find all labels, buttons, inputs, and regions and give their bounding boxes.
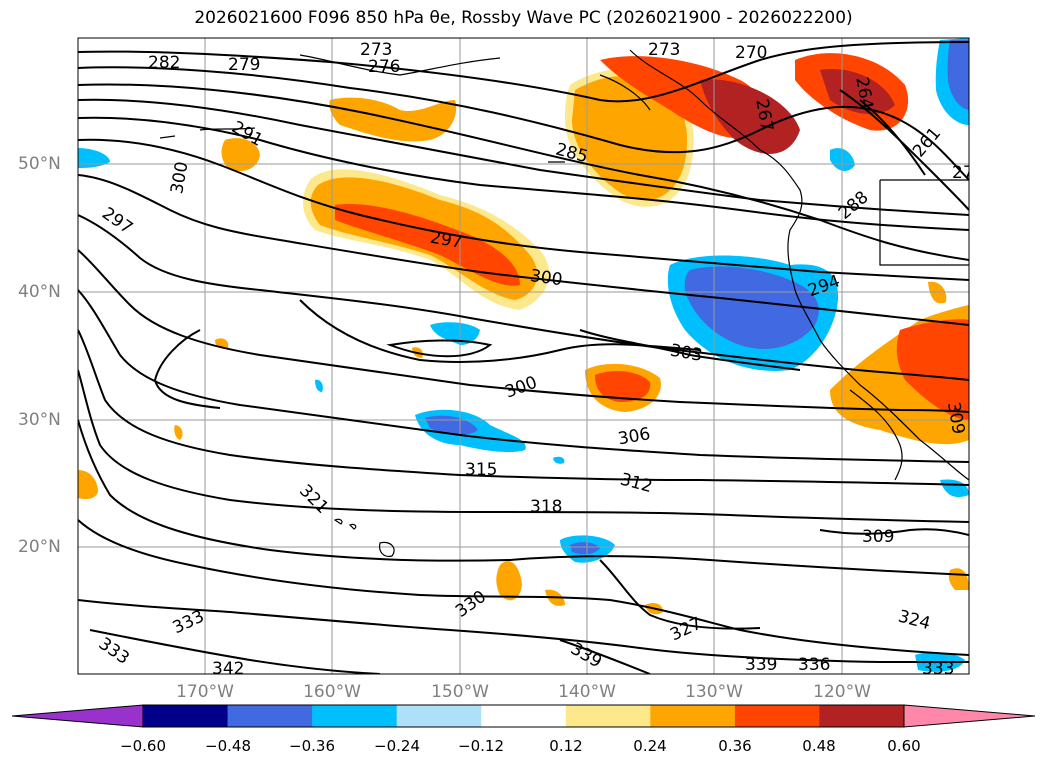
colorbar-extend-low [11,704,144,728]
contour-label: 300 [529,266,564,290]
lon-label-160w: 160°W [303,682,361,702]
lat-label-50n: 50°N [18,154,61,174]
colorbar-tick: −0.12 [458,737,504,755]
lon-label-170w: 170°W [176,682,234,702]
contour-label: 333 [922,659,954,679]
colorbar-extend-high [903,704,1036,728]
colorbar-cell [734,705,820,727]
lon-label-120w: 120°W [813,682,871,702]
lon-label-140w: 140°W [558,682,616,702]
colorbar-tick: −0.24 [374,737,420,755]
contour-label: 270 [735,43,767,63]
contour-label: 318 [530,497,562,517]
lon-label-130w: 130°W [685,682,743,702]
colorbar-cell [312,705,398,727]
colorbar-cell [565,705,651,727]
contour-label: 336 [798,655,830,675]
lat-label-40n: 40°N [18,282,61,302]
contour-label: 342 [212,659,244,679]
colorbar-tick: −0.36 [289,737,335,755]
colorbar-tick: 0.24 [633,737,667,755]
contour-label: 282 [148,53,180,73]
colorbar-tick: 0.60 [887,737,921,755]
colorbar-cell [650,705,736,727]
contour-label: 273 [648,40,680,60]
lat-label-30n: 30°N [18,410,61,430]
colorbar-tick: 0.48 [802,737,836,755]
map-panel: 282 279 273 276 273 270 267 264 261 27 2… [77,37,974,679]
colorbar [11,704,1036,728]
colorbar-tick: 0.12 [549,737,583,755]
colorbar-tick: −0.60 [120,737,166,755]
colorbar-cell [143,705,229,727]
colorbar-cell [481,705,567,727]
coastlines [159,49,969,557]
contour-label: 315 [465,460,497,480]
contour-label: 27 [952,163,974,183]
contour-label: 309 [862,527,894,547]
contour-label: 276 [368,57,400,77]
map-title: 2026021600 F096 850 hPa θe, Rossby Wave … [194,8,853,28]
colorbar-tick: −0.48 [205,737,251,755]
map-frame [77,37,970,675]
colorbar-tick: 0.36 [718,737,752,755]
contour-label: 339 [745,655,777,675]
colorbar-cell [396,705,482,727]
colorbar-frame [142,704,905,728]
lat-label-20n: 20°N [18,537,61,557]
negative-shading [78,38,969,672]
map-background [78,38,969,674]
contour-label: 279 [228,55,260,75]
theta-e-contours [78,41,969,674]
lon-label-150w: 150°W [431,682,489,702]
contour-label: 273 [360,40,392,60]
colorbar-cell [819,705,905,727]
positive-shading [78,53,969,615]
colorbar-cell [227,705,313,727]
colorbar-cells [143,705,905,727]
